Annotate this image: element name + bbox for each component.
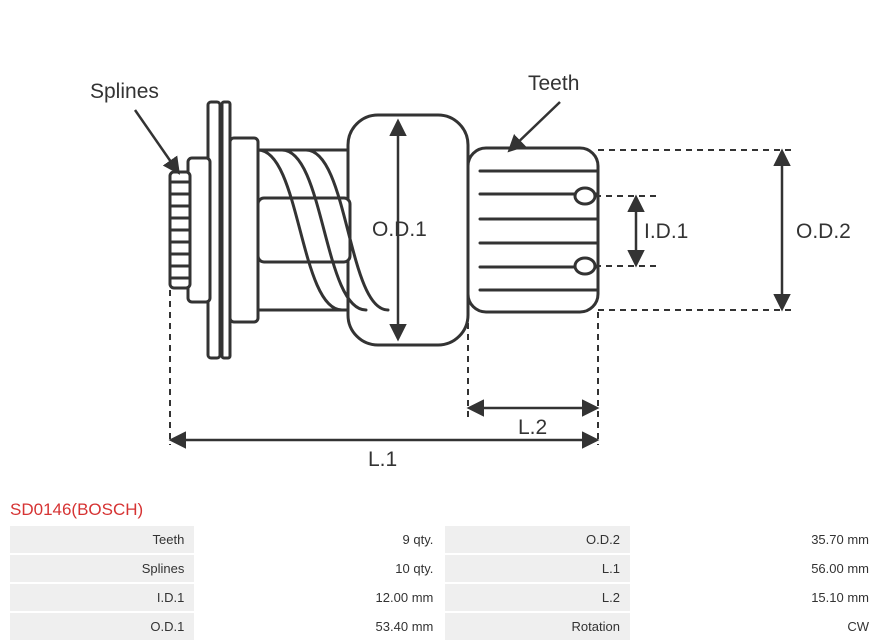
spec-value: CW <box>632 613 879 640</box>
table-row: O.D.1 53.40 mm Rotation CW <box>10 613 879 640</box>
spec-key: Teeth <box>10 526 194 553</box>
spec-key: O.D.2 <box>445 526 630 553</box>
label-id1: I.D.1 <box>644 220 688 243</box>
spec-value: 15.10 mm <box>632 584 879 611</box>
spec-value: 56.00 mm <box>632 555 879 582</box>
table-row: I.D.1 12.00 mm L.2 15.10 mm <box>10 584 879 611</box>
spec-key: L.2 <box>445 584 630 611</box>
technical-diagram: Splines Teeth O.D.1 I.D.1 O.D.2 L.2 L.1 <box>0 30 889 490</box>
spec-value: 12.00 mm <box>196 584 443 611</box>
spec-value: 10 qty. <box>196 555 443 582</box>
label-teeth: Teeth <box>528 72 579 95</box>
table-row: Splines 10 qty. L.1 56.00 mm <box>10 555 879 582</box>
label-od2: O.D.2 <box>796 220 851 243</box>
label-od1: O.D.1 <box>372 218 427 241</box>
label-l1: L.1 <box>368 448 397 471</box>
spec-table: Teeth 9 qty. O.D.2 35.70 mm Splines 10 q… <box>8 524 881 642</box>
spec-key: Rotation <box>445 613 630 640</box>
product-title: SD0146(BOSCH) <box>10 500 143 520</box>
spec-key: L.1 <box>445 555 630 582</box>
label-l2: L.2 <box>518 416 547 439</box>
spec-key: O.D.1 <box>10 613 194 640</box>
table-row: Teeth 9 qty. O.D.2 35.70 mm <box>10 526 879 553</box>
spec-value: 35.70 mm <box>632 526 879 553</box>
label-splines: Splines <box>90 80 159 103</box>
spec-key: I.D.1 <box>10 584 194 611</box>
spec-value: 9 qty. <box>196 526 443 553</box>
spec-value: 53.40 mm <box>196 613 443 640</box>
spec-key: Splines <box>10 555 194 582</box>
